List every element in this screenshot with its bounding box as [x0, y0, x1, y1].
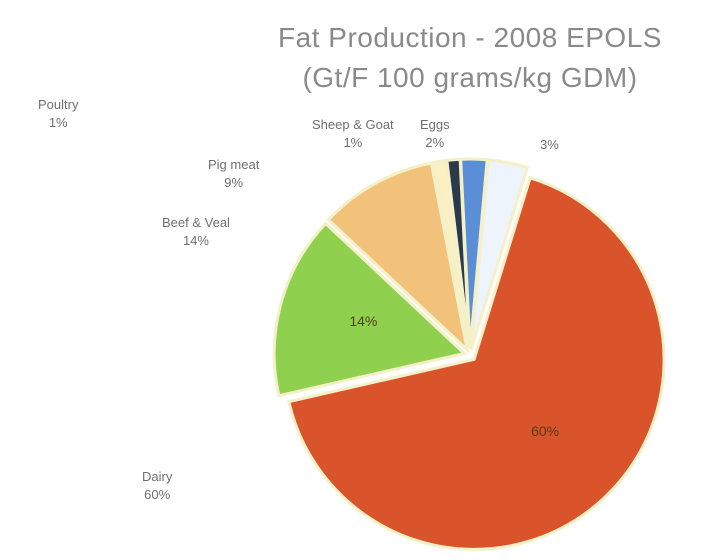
label-sheep-goat-value: 1%: [343, 135, 363, 150]
label-eggs-value: 2%: [425, 135, 445, 150]
label-beef-veal: Beef & Veal 14%: [162, 214, 230, 250]
label-dairy-value: 60%: [144, 487, 171, 502]
pie-slice-eggs: [459, 157, 489, 350]
label-dairy-name: Dairy: [142, 469, 173, 484]
label-beef-veal-value: 14%: [182, 233, 209, 248]
pie-slice-value-label: 60%: [531, 423, 559, 439]
pie-slice-pig-meat: [326, 161, 470, 354]
label-other: 3%: [540, 136, 559, 154]
pie-slice-beef-veal: [272, 221, 468, 398]
label-poultry: Poultry 1%: [38, 96, 78, 132]
chart-title: Fat Production - 2008 EPOLS (Gt/F 100 gr…: [250, 18, 690, 98]
label-pig-meat-name: Pig meat: [208, 157, 260, 172]
label-other-value: 3%: [540, 137, 559, 152]
chart-subtitle: (Gt/F 100 grams/kg GDM): [302, 62, 638, 93]
pie-slice-value-label: 14%: [349, 313, 377, 329]
label-pig-meat: Pig meat 9%: [208, 156, 259, 192]
label-eggs-name: Eggs: [420, 117, 450, 132]
chart-title-line1: Fat Production - 2008 EPOLS: [278, 22, 662, 53]
label-sheep-goat-name: Sheep & Goat: [312, 117, 394, 132]
label-pig-meat-value: 9%: [224, 175, 244, 190]
pie-slice-dairy: [287, 175, 666, 551]
label-eggs: Eggs 2%: [420, 116, 450, 152]
label-poultry-value: 1%: [48, 115, 68, 130]
label-dairy: Dairy 60%: [142, 468, 172, 504]
label-beef-veal-name: Beef & Veal: [162, 215, 230, 230]
label-poultry-name: Poultry: [38, 97, 79, 112]
label-sheep-goat: Sheep & Goat 1%: [312, 116, 394, 152]
